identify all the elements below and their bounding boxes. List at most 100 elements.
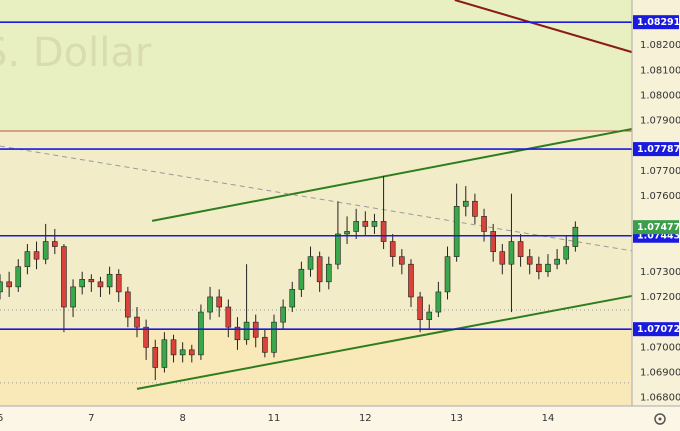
x-tick-label: 11 xyxy=(268,413,281,424)
candle-body xyxy=(42,241,49,260)
candle-body xyxy=(161,339,168,368)
candle-body xyxy=(289,289,296,308)
y-tick-label: 1.07000 xyxy=(640,342,680,353)
last-price-box xyxy=(633,220,679,235)
candle-body xyxy=(563,246,570,260)
x-tick-label: 7 xyxy=(88,413,94,424)
candle-body xyxy=(435,291,442,313)
candle-body xyxy=(554,258,560,265)
watermark: S. Dollar xyxy=(0,30,152,76)
candle-body xyxy=(188,349,195,356)
x-tick-label: 12 xyxy=(359,413,372,424)
x-tick-label: 13 xyxy=(450,413,463,424)
candle-body xyxy=(481,216,487,232)
y-tick-label: 1.06900 xyxy=(640,368,680,379)
trend-line xyxy=(136,294,633,390)
candle-body xyxy=(88,279,95,283)
candle-body xyxy=(325,263,332,283)
level-label: 1.07072 xyxy=(637,324,680,335)
y-tick-label: 1.08200 xyxy=(640,40,680,51)
candle-body xyxy=(97,281,104,288)
time-axis xyxy=(0,406,680,431)
level-label-box xyxy=(633,322,679,337)
candle-body xyxy=(344,231,350,235)
candle-body xyxy=(362,221,369,227)
x-tick-label: 14 xyxy=(542,413,555,424)
candle-body xyxy=(453,205,460,257)
candle-body xyxy=(125,291,131,318)
candle-body xyxy=(526,256,533,265)
candle-body xyxy=(399,256,405,265)
y-tick-label: 1.07300 xyxy=(640,267,680,278)
candle-body xyxy=(353,221,359,232)
candle-body xyxy=(444,256,451,293)
candle-body xyxy=(426,311,433,320)
candle-body xyxy=(216,296,222,308)
y-tick-label: 1.08000 xyxy=(640,90,680,101)
candle-body xyxy=(517,241,524,257)
candle-body xyxy=(170,339,177,356)
candle-body xyxy=(234,326,241,341)
candle-body xyxy=(24,251,31,268)
candle-body xyxy=(0,281,3,293)
y-tick-label: 1.06800 xyxy=(640,393,680,404)
zone-lower xyxy=(0,329,632,406)
x-tick-label: 6 xyxy=(0,413,3,424)
candle-body xyxy=(198,311,204,356)
level-label: 1.07443 xyxy=(637,231,680,242)
candle-body xyxy=(298,268,305,290)
level-label-box xyxy=(633,15,679,30)
candle-body xyxy=(143,326,149,348)
x-tick-label: 8 xyxy=(179,413,185,424)
level-label: 1.08291 xyxy=(637,17,680,28)
trend-line xyxy=(454,0,633,54)
candle-body xyxy=(335,233,341,265)
candle-body xyxy=(33,251,40,260)
candle-body xyxy=(472,200,478,217)
candle-body xyxy=(106,273,113,288)
candle-body xyxy=(6,281,12,288)
axes: 1.08200 1.08100 1.08000 1.07900 1.07700 1.076… xyxy=(0,15,680,424)
candle-body xyxy=(134,316,140,328)
candle-body xyxy=(280,306,286,323)
y-tick-label: 1.07200 xyxy=(640,292,680,303)
candle-body xyxy=(225,306,232,328)
candle-body xyxy=(243,321,250,341)
y-tick-label: 1.07600 xyxy=(640,191,680,202)
trend-line xyxy=(151,127,633,222)
candle-body xyxy=(545,263,551,273)
zone-middle xyxy=(0,131,632,329)
candle-body xyxy=(51,241,58,247)
candle-body xyxy=(508,241,515,265)
candle-body xyxy=(417,296,423,320)
candle-body xyxy=(307,256,314,270)
candle-body xyxy=(79,279,85,288)
candle-body xyxy=(572,226,579,247)
candle-body xyxy=(115,273,122,293)
candle-body xyxy=(70,286,76,308)
candle-body xyxy=(462,200,469,207)
candle-body xyxy=(61,246,67,308)
candle-body xyxy=(536,263,542,273)
candle-body xyxy=(380,221,387,242)
level-label-box xyxy=(633,142,679,157)
candle-body xyxy=(371,221,378,227)
price-axis xyxy=(632,0,680,406)
candle-body xyxy=(490,231,496,252)
y-tick-label: 1.07700 xyxy=(640,166,680,177)
candle-body xyxy=(316,256,323,283)
candle-body xyxy=(152,347,159,368)
candle-body xyxy=(207,296,213,313)
candle-body xyxy=(499,251,506,265)
trend-line xyxy=(0,145,633,252)
last-price-label: 1.07477 xyxy=(637,222,680,233)
level-label: 1.07787 xyxy=(637,144,680,155)
candle-body xyxy=(15,266,22,288)
plot xyxy=(0,0,633,390)
candle-body xyxy=(262,336,268,353)
settings-icon[interactable] xyxy=(654,413,666,425)
y-tick-label: 1.08100 xyxy=(640,65,680,76)
y-tick-label: 1.07900 xyxy=(640,116,680,127)
